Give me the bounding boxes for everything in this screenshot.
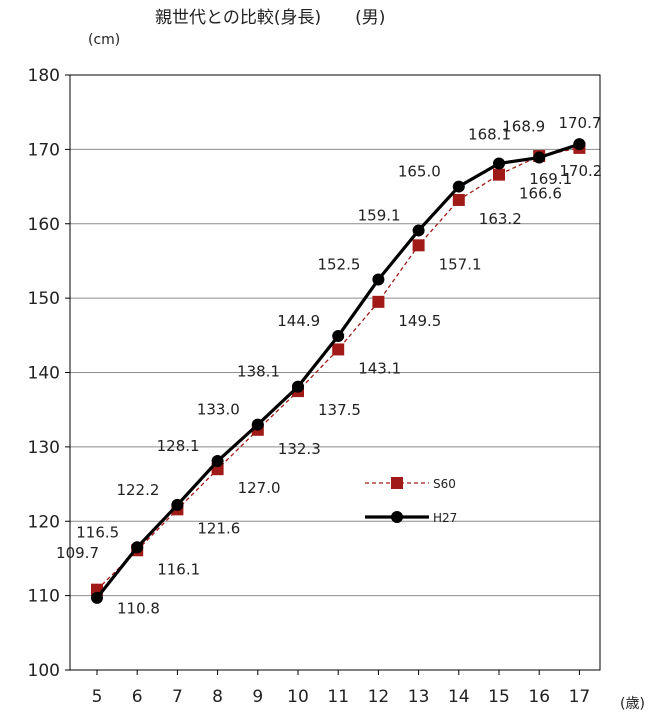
point-h27 bbox=[292, 380, 304, 393]
x-tick-label: 17 bbox=[569, 687, 591, 707]
y-tick-label: 100 bbox=[28, 661, 60, 681]
point-s60 bbox=[332, 343, 345, 356]
data-label-h27: 168.1 bbox=[468, 126, 511, 144]
data-label-s60: 149.5 bbox=[398, 312, 441, 330]
x-tick-label: 11 bbox=[327, 687, 349, 707]
legend-label-h27: H27 bbox=[433, 511, 457, 525]
x-tick-label: 8 bbox=[212, 687, 223, 707]
data-label-s60: 116.1 bbox=[157, 560, 200, 578]
point-s60 bbox=[412, 239, 425, 252]
point-s60 bbox=[452, 193, 465, 206]
data-label-s60: 163.2 bbox=[479, 210, 522, 228]
point-s60 bbox=[372, 295, 385, 308]
data-label-h27: 165.0 bbox=[398, 163, 441, 181]
point-h27 bbox=[372, 273, 385, 286]
data-label-h27: 144.9 bbox=[277, 312, 320, 330]
y-axis-unit: (cm) bbox=[88, 32, 120, 48]
y-tick-label: 170 bbox=[28, 140, 60, 160]
point-h27 bbox=[171, 498, 184, 511]
gridlines bbox=[70, 148, 600, 597]
data-label-s60: 143.1 bbox=[358, 359, 401, 377]
data-label-s60: 127.0 bbox=[238, 479, 281, 497]
legend: S60 H27 bbox=[365, 477, 457, 525]
data-label-s60: 157.1 bbox=[439, 255, 482, 273]
x-tick-label: 10 bbox=[287, 687, 309, 707]
x-tick-label: 5 bbox=[92, 687, 103, 707]
data-label-s60: 110.8 bbox=[117, 600, 160, 618]
y-tick-label: 130 bbox=[28, 438, 60, 458]
data-label-h27: 138.1 bbox=[237, 363, 280, 381]
legend-marker-s60 bbox=[391, 477, 403, 489]
point-h27 bbox=[251, 418, 264, 431]
x-tick-label: 12 bbox=[368, 687, 390, 707]
point-h27 bbox=[493, 157, 505, 170]
data-label-h27: 159.1 bbox=[358, 206, 401, 224]
y-tick-label: 180 bbox=[28, 66, 60, 86]
data-label-h27: 109.7 bbox=[56, 544, 99, 562]
point-h27 bbox=[91, 591, 103, 604]
data-label-s60: 170.2 bbox=[559, 162, 602, 180]
point-h27 bbox=[452, 180, 465, 193]
data-label-h27: 122.2 bbox=[116, 481, 159, 499]
point-s60 bbox=[493, 168, 505, 181]
legend-label-s60: S60 bbox=[433, 477, 456, 491]
legend-marker-h27 bbox=[391, 511, 403, 523]
x-tick-label: 15 bbox=[488, 687, 510, 707]
point-h27 bbox=[573, 138, 586, 151]
data-label-s60: 169.1 bbox=[529, 170, 572, 188]
point-h27 bbox=[332, 330, 345, 343]
x-tick-label: 9 bbox=[252, 687, 263, 707]
data-labels: 110.8 116.1 121.6 127.0 132.3 137.5 143.1 149.5… bbox=[56, 114, 602, 618]
y-tick-label: 120 bbox=[28, 512, 60, 532]
data-label-h27: 168.9 bbox=[502, 118, 545, 136]
x-tick-label: 13 bbox=[408, 687, 430, 707]
data-label-s60: 121.6 bbox=[197, 519, 240, 537]
x-tick-label: 6 bbox=[132, 687, 143, 707]
x-tick-label: 14 bbox=[448, 687, 470, 707]
point-h27 bbox=[211, 455, 224, 468]
point-h27 bbox=[131, 541, 144, 554]
y-tick-label: 140 bbox=[28, 364, 60, 384]
x-tick-label: 16 bbox=[528, 687, 550, 707]
data-label-h27: 116.5 bbox=[76, 523, 119, 541]
x-tick-label: 7 bbox=[172, 687, 183, 707]
chart-title: 親世代との比較(身長) (男) bbox=[155, 8, 385, 28]
data-label-s60: 137.5 bbox=[318, 401, 361, 419]
data-label-s60: 166.6 bbox=[519, 185, 562, 203]
data-label-h27: 133.0 bbox=[197, 401, 240, 419]
data-label-s60: 132.3 bbox=[278, 440, 321, 458]
series-group bbox=[91, 138, 586, 604]
data-label-h27: 128.1 bbox=[157, 437, 200, 455]
axis-ticks: 100 110 120 130 140 150 160 170 180 5 6 7 8 9 10 11 12 13… bbox=[28, 66, 591, 707]
data-label-h27: 152.5 bbox=[317, 256, 360, 274]
y-tick-label: 160 bbox=[28, 215, 60, 235]
y-tick-label: 110 bbox=[28, 587, 60, 607]
data-label-h27: 170.7 bbox=[558, 114, 601, 132]
y-tick-label: 150 bbox=[28, 289, 60, 309]
x-axis-unit: (歳) bbox=[620, 696, 645, 712]
point-h27 bbox=[412, 224, 425, 237]
point-h27 bbox=[533, 151, 546, 164]
